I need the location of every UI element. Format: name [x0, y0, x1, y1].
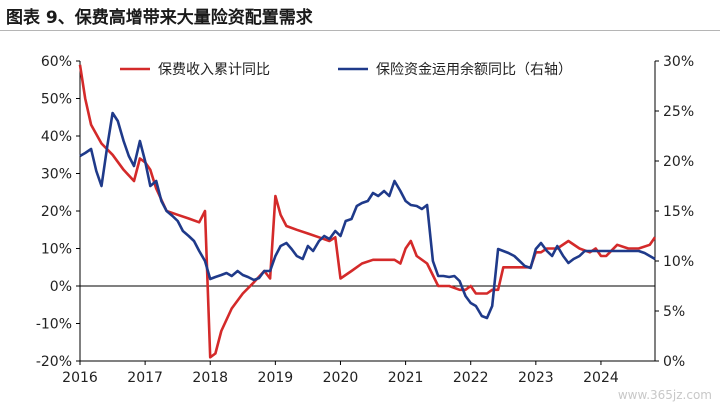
- y-left-tick-label: 60%: [41, 54, 72, 70]
- y-left-tick-label: 30%: [41, 167, 72, 183]
- chart-title: 图表 9、保费高增带来大量险资配置需求: [6, 8, 313, 28]
- y-right-tick-label: 20%: [663, 154, 694, 170]
- y-right-tick-label: 25%: [663, 104, 694, 120]
- y-right-tick-label: 5%: [663, 304, 685, 320]
- legend-label-1: 保费收入累计同比: [158, 62, 270, 78]
- title-divider: [0, 30, 720, 31]
- series-line-1: [78, 64, 657, 359]
- x-tick-label: 2024: [583, 370, 619, 386]
- y-left-tick-label: 50%: [41, 92, 72, 108]
- y-left-tick-label: 20%: [41, 204, 72, 220]
- x-tick-label: 2018: [192, 370, 228, 386]
- x-tick-label: 2016: [62, 370, 98, 386]
- x-tick-label: 2023: [518, 370, 554, 386]
- x-tick-label: 2017: [127, 370, 163, 386]
- chart-series: [78, 64, 657, 359]
- x-tick-label: 2020: [323, 370, 359, 386]
- watermark-text: www.365jz.com: [617, 388, 712, 402]
- x-tick-label: 2019: [258, 370, 294, 386]
- y-right-tick-label: 15%: [663, 204, 694, 220]
- x-tick-label: 2021: [388, 370, 424, 386]
- y-right-tick-label: 10%: [663, 254, 694, 270]
- legend-label-2: 保险资金运用余额同比（右轴）: [376, 61, 572, 78]
- y-left-tick-label: 40%: [41, 129, 72, 145]
- chart-axes: 60% 50% 40% 30% 20% 10% 0% -10% -20% 30% 25% 20% 15%…: [36, 54, 694, 386]
- chart-legend: 保费收入累计同比 保险资金运用余额同比（右轴）: [120, 61, 572, 78]
- y-right-tick-label: 0%: [663, 354, 685, 370]
- y-left-tick-label: 0%: [50, 279, 72, 295]
- y-right-tick-label: 30%: [663, 54, 694, 70]
- y-left-tick-label: -10%: [36, 317, 72, 333]
- x-tick-label: 2022: [453, 370, 489, 386]
- y-left-tick-label: -20%: [36, 354, 72, 370]
- y-left-tick-label: 10%: [41, 242, 72, 258]
- series-line-2: [79, 111, 656, 320]
